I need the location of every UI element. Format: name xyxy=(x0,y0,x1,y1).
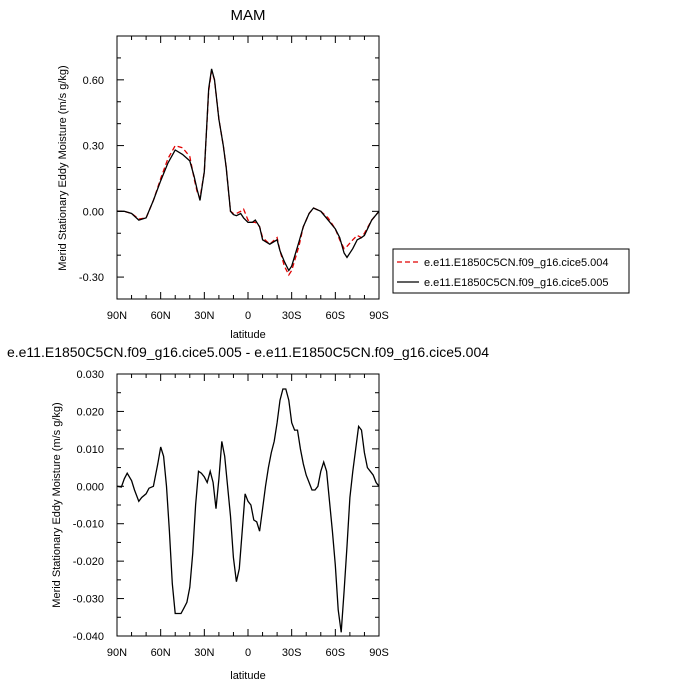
top-plot-frame xyxy=(116,35,380,300)
legend: e.e11.E1850C5CN.f09_g16.cice5.004 e.e11.… xyxy=(392,248,630,294)
x-tick-label: 30N xyxy=(194,310,214,322)
top-series-line-004 xyxy=(117,70,380,277)
legend-label-004: e.e11.E1850C5CN.f09_g16.cice5.004 xyxy=(424,257,609,269)
bottom-y-axis-label: Merid Stationary Eddy Moisture (m/s g/kg… xyxy=(51,402,63,607)
x-tick-label: 60N xyxy=(151,310,171,322)
x-tick-label: 0 xyxy=(245,310,251,322)
top-series-line-005 xyxy=(117,68,380,272)
x-tick-label: 60N xyxy=(151,647,171,659)
bottom-chart-title: e.e11.E1850C5CN.f09_g16.cice5.005 - e.e1… xyxy=(7,344,489,360)
top-chart-title: MAM xyxy=(231,7,266,24)
legend-label-005: e.e11.E1850C5CN.f09_g16.cice5.005 xyxy=(424,277,609,289)
x-tick-label: 30S xyxy=(282,647,302,659)
x-tick-label: 60S xyxy=(326,310,346,322)
y-tick-label: 0.020 xyxy=(76,406,104,418)
bottom-axis-ticks: 90N 60N 30N 0 30S 60S 90S -0.040 -0.030 -0.020 -0.… xyxy=(73,369,389,659)
x-tick-label: 60S xyxy=(326,647,346,659)
top-panel: MAM 90N 60N 30N 0 30S 60S 90S -0.30 0.00 0.30 0.60… xyxy=(57,7,630,341)
x-tick-label: 0 xyxy=(245,647,251,659)
x-tick-label: 90S xyxy=(369,310,389,322)
y-tick-label: 0.000 xyxy=(76,481,104,493)
bottom-x-axis-label: latitude xyxy=(230,670,265,682)
y-tick-label: 0.010 xyxy=(76,444,104,456)
x-tick-label: 30S xyxy=(282,310,302,322)
y-tick-label: -0.030 xyxy=(73,594,104,606)
y-tick-label: -0.020 xyxy=(73,556,104,568)
bottom-difference-line xyxy=(116,388,380,633)
top-plot-lines xyxy=(117,68,380,277)
y-tick-label: 0.030 xyxy=(76,369,104,381)
y-tick-label: -0.010 xyxy=(73,519,104,531)
x-tick-label: 90N xyxy=(107,647,127,659)
y-tick-label: -0.040 xyxy=(73,631,104,643)
top-x-axis-label: latitude xyxy=(230,329,265,341)
x-tick-label: 90N xyxy=(107,310,127,322)
top-axis-ticks: 90N 60N 30N 0 30S 60S 90S -0.30 0.00 0.30 0.60 xyxy=(79,35,389,322)
legend-box xyxy=(392,248,630,294)
y-tick-label: 0.60 xyxy=(83,75,104,87)
top-y-axis-label: Merid Stationary Eddy Moisture (m/s g/kg… xyxy=(57,65,69,270)
bottom-panel: e.e11.E1850C5CN.f09_g16.cice5.005 - e.e1… xyxy=(7,344,489,682)
bottom-plot-lines xyxy=(116,388,380,633)
y-tick-label: -0.30 xyxy=(79,272,104,284)
bottom-plot-frame xyxy=(116,373,380,637)
y-tick-label: 0.30 xyxy=(83,141,104,153)
x-tick-label: 30N xyxy=(194,647,214,659)
x-tick-label: 90S xyxy=(369,647,389,659)
y-tick-label: 0.00 xyxy=(83,206,104,218)
